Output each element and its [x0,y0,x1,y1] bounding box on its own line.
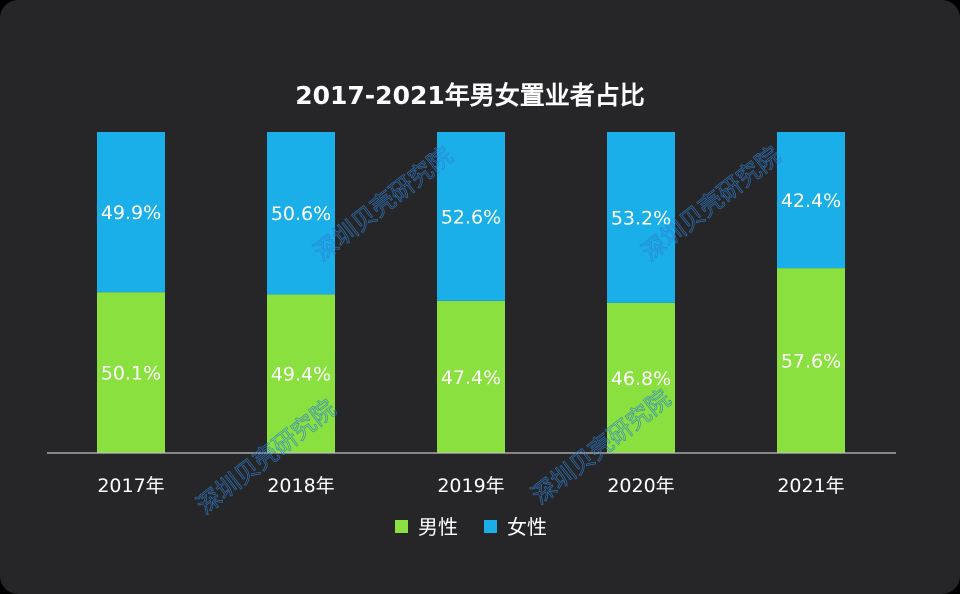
data-label-female-2: 50.6% [271,203,331,225]
bar-female-1 [97,132,165,293]
bars-group [97,132,845,453]
x-tick-label-3: 2019年 [437,475,504,497]
bar-male-4 [607,302,675,453]
chart-title: 2017-2021年男女置业者占比 [295,81,645,110]
legend-swatch-female [484,520,497,533]
bar-male-5 [777,268,845,453]
bar-female-5 [777,132,845,269]
data-label-female-4: 53.2% [611,207,671,229]
data-label-male-1: 50.1% [101,363,161,385]
legend-swatch-male [395,520,408,533]
bar-male-3 [437,300,505,453]
legend-label-female: 女性 [507,515,547,539]
data-label-female-5: 42.4% [781,190,841,212]
data-label-male-2: 49.4% [271,364,331,386]
segment-labels-group: 50.1% 49.9% 49.4% 50.6% 47.4% 52.6% 46.8% 53.2%… [101,190,841,390]
data-label-male-3: 47.4% [441,367,501,389]
watermark-2: 深圳贝壳研究院 [191,394,341,519]
x-tick-label-2: 2018年 [267,475,334,497]
bar-male-2 [267,294,335,453]
data-label-female-1: 49.9% [101,202,161,224]
bar-male-1 [97,292,165,453]
x-tick-label-5: 2021年 [777,475,844,497]
data-label-male-4: 46.8% [611,368,671,390]
x-tick-labels-group: 2017年 2018年 2019年 2020年 2021年 [97,475,844,497]
bar-female-2 [267,132,335,295]
data-label-female-3: 52.6% [441,206,501,228]
bar-female-4 [607,132,675,303]
x-tick-label-1: 2017年 [97,475,164,497]
data-label-male-5: 57.6% [781,351,841,373]
legend-label-male: 男性 [418,515,458,539]
x-tick-label-4: 2020年 [607,475,674,497]
bar-female-3 [437,132,505,301]
legend: 男性 女性 [395,515,547,539]
